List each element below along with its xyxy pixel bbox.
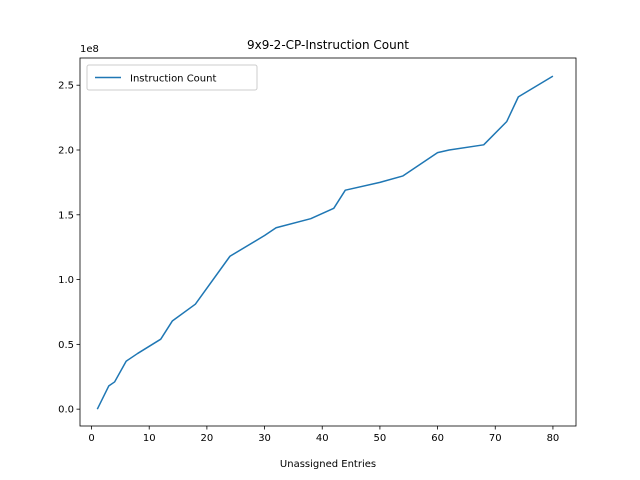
legend-box bbox=[86, 64, 258, 91]
x-tick-label: 80 bbox=[547, 433, 560, 444]
y-tick-label: 0.0 bbox=[58, 405, 74, 416]
x-tick-label: 50 bbox=[374, 433, 387, 444]
y-tick-label: 1.0 bbox=[58, 275, 74, 286]
x-tick-label: 30 bbox=[258, 433, 271, 444]
plot-area: 0 10 20 30 40 50 60 70 80 0.0 0.5 1.0 1.5 2.0 2.5 Instr… bbox=[58, 57, 577, 444]
x-axis-label: Unassigned Entries bbox=[280, 459, 376, 470]
x-tick-label: 10 bbox=[143, 433, 156, 444]
x-tick-label: 0 bbox=[88, 433, 94, 444]
x-tick-label: 70 bbox=[489, 433, 502, 444]
x-tick-label: 40 bbox=[316, 433, 329, 444]
y-tick-label: 2.0 bbox=[58, 146, 74, 157]
y-tick-label: 2.5 bbox=[58, 81, 74, 92]
x-tick-label: 20 bbox=[201, 433, 214, 444]
y-scale-label: 1e8 bbox=[80, 44, 99, 55]
x-tick-label: 60 bbox=[431, 433, 444, 444]
y-tick-label: 0.5 bbox=[58, 340, 74, 351]
legend-label: Instruction Count bbox=[130, 74, 216, 85]
axes-frame bbox=[79, 57, 577, 427]
series-line bbox=[96, 75, 554, 410]
chart-title: 9x9-2-CP-Instruction Count bbox=[247, 38, 409, 52]
y-tick-label: 1.5 bbox=[58, 210, 74, 221]
